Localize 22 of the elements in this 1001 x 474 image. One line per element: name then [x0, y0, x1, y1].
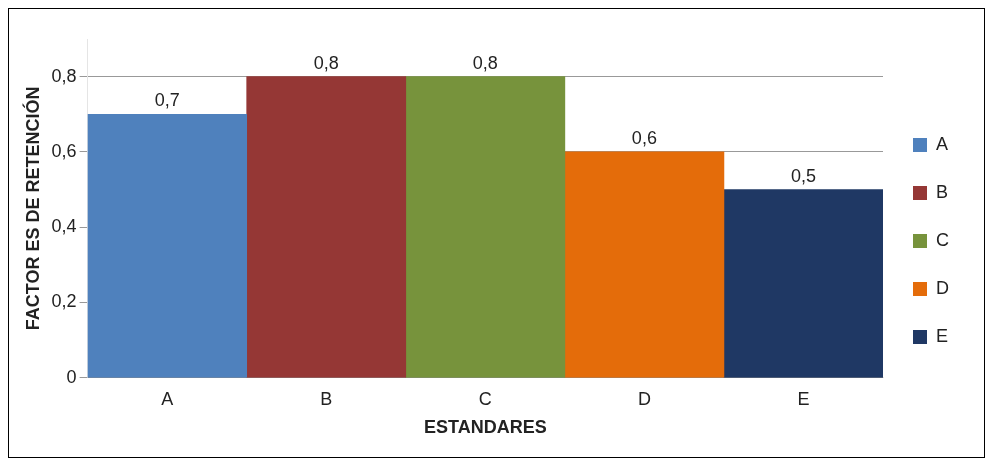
data-label: 0,8 [472, 52, 498, 73]
x-tick-label: C [478, 388, 492, 409]
x-tick-label: E [797, 388, 810, 409]
y-tick-label: 0,2 [51, 291, 77, 312]
y-tick-label: 0,4 [51, 216, 77, 237]
legend-label: D [936, 277, 949, 298]
x-tick-label: A [161, 388, 174, 409]
legend-label: A [936, 133, 949, 154]
x-axis-title: ESTANDARES [423, 417, 547, 438]
data-label: 0,5 [790, 165, 816, 186]
legend-label: C [936, 229, 949, 250]
legend-label: B [936, 181, 949, 202]
y-axis-title: FACTOR ES DE RETENCIÓN [21, 86, 43, 331]
y-tick-label: 0,6 [51, 140, 77, 161]
x-tick-label: B [320, 388, 333, 409]
y-tick-label: 0,8 [51, 65, 77, 86]
data-label: 0,7 [154, 90, 180, 111]
y-tick-label: 0 [66, 366, 77, 387]
data-label: 0,6 [631, 127, 657, 148]
x-tick-label: D [637, 388, 651, 409]
legend-label: E [936, 325, 949, 346]
data-label: 0,8 [313, 52, 339, 73]
